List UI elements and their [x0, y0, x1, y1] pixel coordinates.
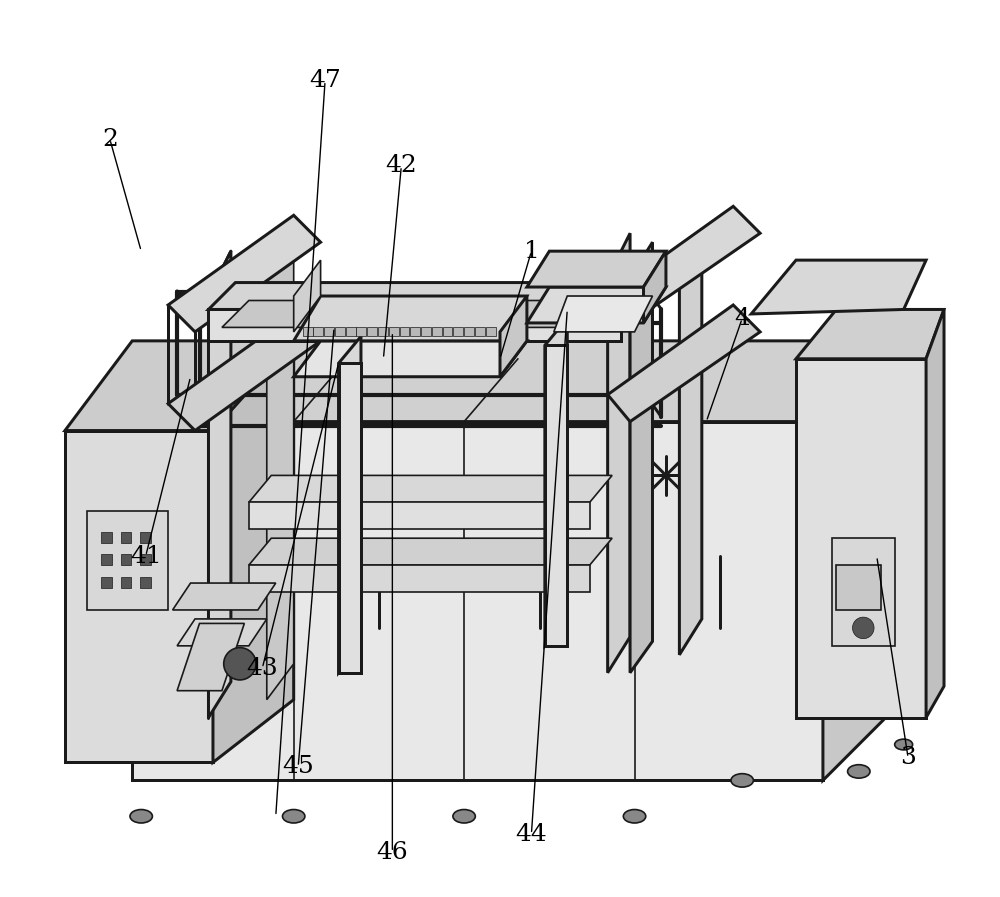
Polygon shape: [500, 296, 527, 377]
Polygon shape: [168, 314, 321, 431]
Polygon shape: [836, 565, 881, 610]
Text: 44: 44: [516, 823, 547, 846]
Text: 46: 46: [376, 840, 408, 864]
Polygon shape: [294, 341, 527, 377]
Polygon shape: [679, 233, 702, 655]
Polygon shape: [132, 422, 823, 780]
Polygon shape: [303, 327, 313, 336]
Bar: [121, 532, 131, 543]
Bar: [140, 532, 151, 543]
Polygon shape: [608, 233, 630, 673]
Polygon shape: [527, 287, 666, 323]
Text: 42: 42: [385, 154, 417, 178]
Polygon shape: [294, 260, 321, 332]
Ellipse shape: [623, 809, 646, 823]
Polygon shape: [823, 341, 886, 780]
Polygon shape: [389, 327, 399, 336]
Polygon shape: [608, 305, 760, 422]
Bar: [101, 577, 112, 588]
Polygon shape: [173, 583, 276, 610]
Polygon shape: [208, 251, 231, 718]
Polygon shape: [751, 260, 926, 314]
Text: 3: 3: [900, 746, 916, 770]
Polygon shape: [453, 327, 463, 336]
Polygon shape: [335, 327, 345, 336]
Polygon shape: [249, 502, 590, 529]
Circle shape: [224, 648, 256, 680]
Polygon shape: [378, 327, 388, 336]
Polygon shape: [177, 623, 244, 691]
Bar: [101, 532, 112, 543]
Text: 43: 43: [246, 657, 278, 680]
Polygon shape: [421, 327, 431, 336]
Ellipse shape: [130, 809, 152, 823]
Polygon shape: [294, 296, 527, 341]
Polygon shape: [249, 475, 612, 502]
Polygon shape: [339, 363, 361, 673]
Polygon shape: [545, 318, 567, 646]
Text: 45: 45: [282, 755, 314, 779]
Ellipse shape: [453, 809, 475, 823]
Polygon shape: [213, 341, 294, 762]
Bar: [121, 554, 131, 565]
Polygon shape: [87, 511, 168, 610]
Polygon shape: [168, 215, 321, 332]
Polygon shape: [177, 619, 267, 646]
Bar: [140, 577, 151, 588]
Bar: [140, 554, 151, 565]
Polygon shape: [527, 251, 666, 287]
Polygon shape: [410, 327, 420, 336]
Polygon shape: [267, 224, 294, 700]
Polygon shape: [222, 300, 657, 327]
Polygon shape: [486, 327, 496, 336]
Polygon shape: [926, 309, 944, 718]
Ellipse shape: [731, 773, 753, 788]
Polygon shape: [400, 327, 409, 336]
Polygon shape: [630, 242, 652, 673]
Polygon shape: [464, 327, 474, 336]
Polygon shape: [208, 283, 648, 309]
Polygon shape: [65, 341, 294, 431]
Polygon shape: [324, 327, 334, 336]
Ellipse shape: [282, 809, 305, 823]
Polygon shape: [132, 341, 886, 422]
Ellipse shape: [848, 764, 870, 778]
Polygon shape: [545, 345, 567, 646]
Polygon shape: [65, 431, 213, 762]
Polygon shape: [475, 327, 485, 336]
Text: 1: 1: [524, 239, 539, 263]
Text: 4: 4: [734, 307, 750, 330]
Polygon shape: [443, 327, 452, 336]
Text: 41: 41: [130, 544, 161, 568]
Ellipse shape: [895, 739, 913, 750]
Polygon shape: [356, 327, 366, 336]
Text: 47: 47: [309, 69, 341, 92]
Polygon shape: [346, 327, 356, 336]
Polygon shape: [249, 565, 590, 592]
Text: 2: 2: [102, 127, 118, 151]
Polygon shape: [608, 206, 760, 323]
Polygon shape: [832, 538, 895, 646]
Polygon shape: [554, 296, 652, 332]
Circle shape: [853, 617, 874, 639]
Polygon shape: [208, 309, 621, 341]
Bar: [101, 554, 112, 565]
Bar: [121, 577, 131, 588]
Polygon shape: [313, 327, 323, 336]
Polygon shape: [249, 538, 612, 565]
Polygon shape: [796, 359, 926, 718]
Polygon shape: [796, 309, 944, 359]
Polygon shape: [432, 327, 442, 336]
Polygon shape: [644, 251, 666, 323]
Polygon shape: [339, 336, 361, 673]
Polygon shape: [367, 327, 377, 336]
